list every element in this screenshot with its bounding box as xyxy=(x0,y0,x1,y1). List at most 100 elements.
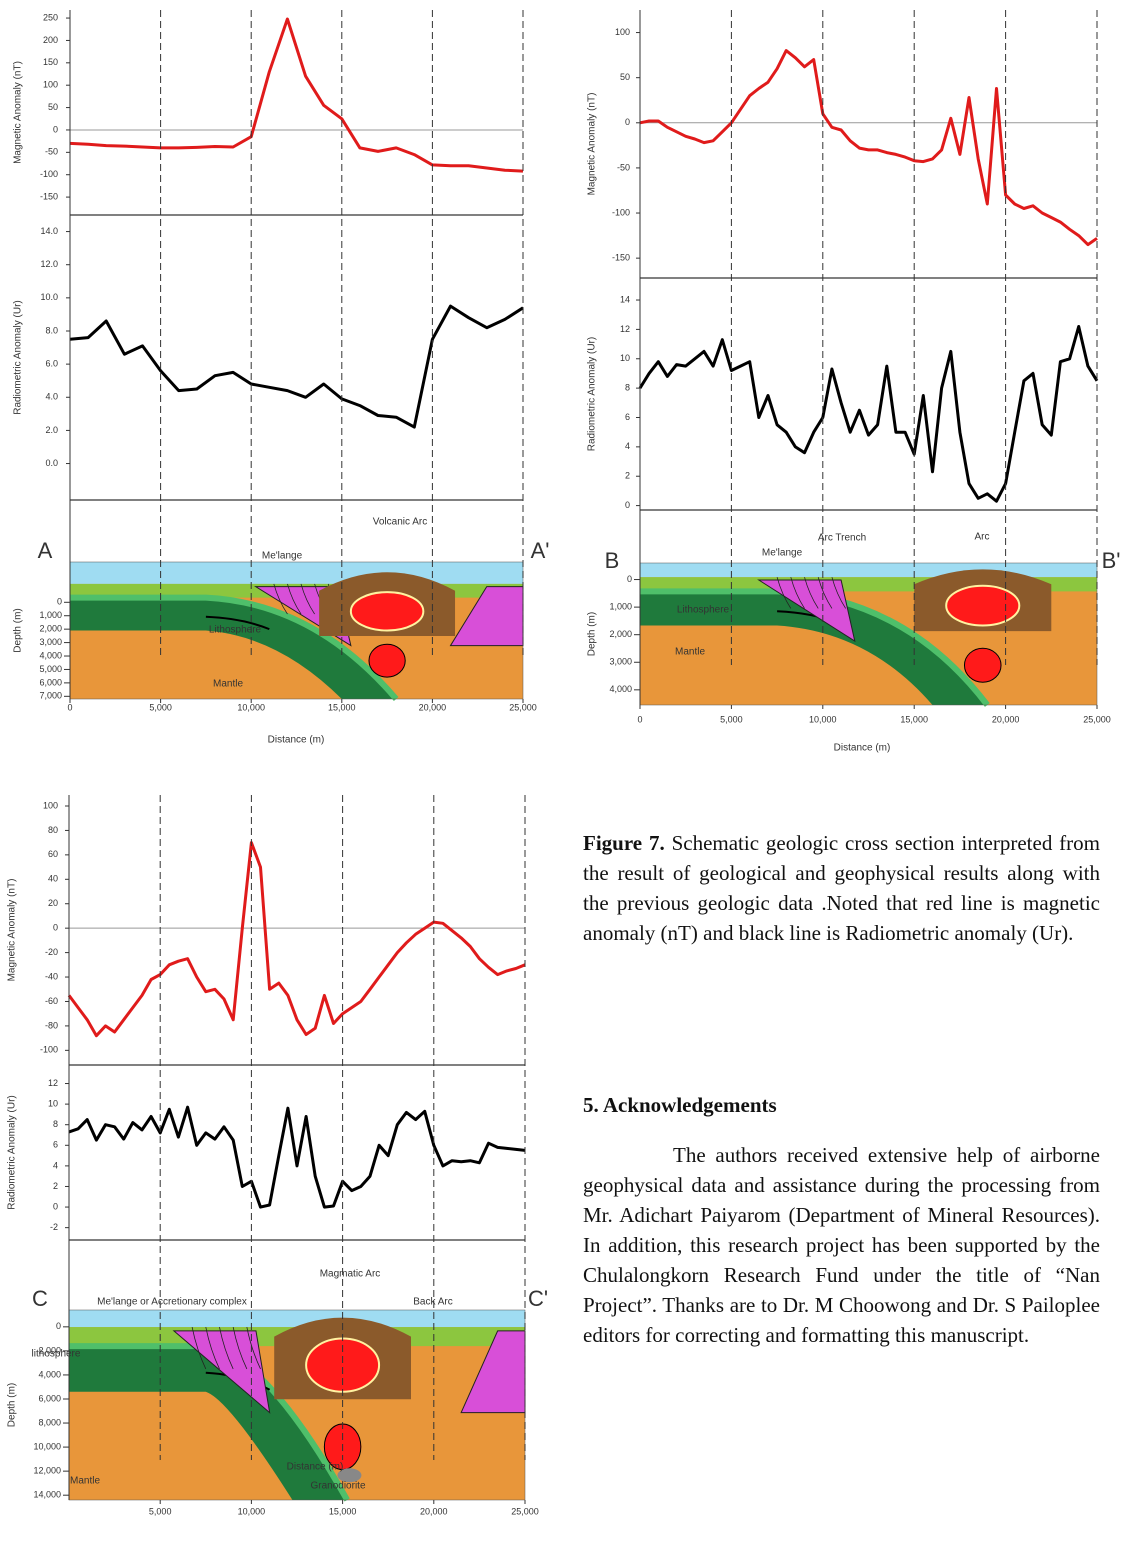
profile-end-label: B' xyxy=(1102,548,1121,573)
y-tick-label: -150 xyxy=(40,191,58,201)
magnetic-curve xyxy=(639,49,1098,247)
depth-tick-label: 2,000 xyxy=(39,624,62,634)
y-tick-label: 60 xyxy=(48,849,58,859)
radiometric-curve xyxy=(638,325,1099,503)
melange xyxy=(172,1330,271,1414)
section-annotation: Back Arc xyxy=(413,1297,452,1308)
section-annotation: Lithosphere xyxy=(677,605,730,616)
y-tick-label: 10 xyxy=(48,1098,58,1108)
depth-tick-label: 4,000 xyxy=(609,684,632,694)
melange-fault xyxy=(219,1327,234,1370)
x-axis-label: Distance (m) xyxy=(268,735,325,746)
y-tick-label: 100 xyxy=(43,800,58,810)
y-tick-label: -20 xyxy=(45,947,58,957)
section-annotation: Mantle xyxy=(675,647,705,658)
paragraph: The authors received extensive help of a… xyxy=(583,1143,1100,1347)
sea xyxy=(69,1310,525,1328)
subduction-arrow xyxy=(205,615,270,631)
y-axis-label: Magnetic Anomaly (nT) xyxy=(13,61,24,164)
melange-fault xyxy=(300,583,315,615)
x-tick-label: 20,000 xyxy=(420,1506,448,1516)
y-tick-label: 4 xyxy=(625,441,630,451)
depth-tick-label: 3,000 xyxy=(609,657,632,667)
melange-fault xyxy=(804,577,819,609)
caption: Figure 7. Schematic geologic cross secti… xyxy=(583,828,1100,948)
profile-start-label: B xyxy=(605,548,620,573)
depth-axis-label: Depth (m) xyxy=(13,608,24,652)
y-tick-label: 6.0 xyxy=(45,359,58,369)
y-tick-label: 150 xyxy=(43,57,58,67)
depth-tick-label: 2,000 xyxy=(609,629,632,639)
y-tick-label: 6 xyxy=(625,412,630,422)
y-tick-label: 2 xyxy=(625,471,630,481)
radiometric-curve xyxy=(68,1105,526,1209)
depth-tick-label: 14,000 xyxy=(33,1490,61,1500)
depth-tick-label: 8,000 xyxy=(38,1417,61,1427)
melange-fault xyxy=(273,583,288,615)
sea xyxy=(70,562,523,584)
y-axis-label: Magnetic Anomaly (nT) xyxy=(587,93,598,196)
y-tick-label: 10 xyxy=(620,353,630,363)
x-tick-label: 15,000 xyxy=(329,1506,357,1516)
panel: 0 1,000 2,000 3,000 4,000 Depth (m) Arc Trench… xyxy=(587,10,1121,754)
y-axis-label: Magnetic Anomaly (nT) xyxy=(7,879,18,982)
section-annotation: Granodiorite xyxy=(310,1481,365,1492)
lithosphere-slab xyxy=(640,591,988,705)
depth-axis-label: Depth (m) xyxy=(7,1383,18,1427)
profile-start-label: C xyxy=(32,1286,48,1311)
x-tick-label: 5,000 xyxy=(149,702,172,712)
melange-fault xyxy=(790,577,805,609)
y-tick-label: -40 xyxy=(45,971,58,981)
pluton xyxy=(963,647,1002,683)
magnetic-curve xyxy=(69,17,524,173)
melange-fault xyxy=(287,583,302,615)
x-tick-label: 0 xyxy=(67,702,72,712)
y-tick-label: 4.0 xyxy=(45,392,58,402)
y-tick-label: 8 xyxy=(53,1119,58,1129)
melange xyxy=(757,579,856,643)
y-tick-label: 6 xyxy=(53,1140,58,1150)
section-annotation: Mantle xyxy=(70,1476,100,1487)
profile-end-label: A' xyxy=(531,538,550,563)
x-tick-label: 0 xyxy=(637,714,642,724)
radiometric-curve xyxy=(69,304,524,429)
y-tick-label: 12.0 xyxy=(40,259,58,269)
section-annotation: Arc xyxy=(975,532,990,543)
depth-tick-label: 12,000 xyxy=(33,1466,61,1476)
section-annotation: Arc Trench xyxy=(818,533,866,544)
y-tick-label: 0 xyxy=(53,923,58,933)
y-tick-label: 50 xyxy=(620,72,630,82)
y-tick-label: 0 xyxy=(625,117,630,127)
profile-start-label: A xyxy=(38,538,53,563)
depth-tick-label: 7,000 xyxy=(39,691,62,701)
y-tick-label: -50 xyxy=(45,147,58,157)
x-tick-label: 25,000 xyxy=(1083,714,1111,724)
section-annotation: Me'lange xyxy=(762,548,803,559)
melange-fault xyxy=(246,1327,261,1370)
y-tick-label: -150 xyxy=(612,253,630,263)
y-axis-label: Radiometric Anomaly (Ur) xyxy=(587,337,598,451)
depth-tick-label: 1,000 xyxy=(39,610,62,620)
x-axis-label: Distance (m) xyxy=(287,1462,344,1473)
magnetic-curve xyxy=(67,841,526,1038)
x-tick-label: 10,000 xyxy=(238,1506,266,1516)
y-tick-label: 14.0 xyxy=(40,226,58,236)
x-tick-label: 5,000 xyxy=(720,714,743,724)
magma-chamber xyxy=(349,591,425,632)
melange-fault xyxy=(191,1327,207,1370)
lithosphere-slab xyxy=(70,597,397,699)
y-tick-label: 0 xyxy=(625,500,630,510)
depth-tick-label: 0 xyxy=(627,574,632,584)
section-annotation: Lithosphere xyxy=(209,625,262,636)
section-annotation: lithosphere xyxy=(32,1349,81,1360)
section-annotation: Me'lange xyxy=(262,551,303,562)
y-tick-label: 250 xyxy=(43,12,58,22)
profile-end-label: C' xyxy=(528,1286,548,1311)
y-tick-label: 2 xyxy=(53,1181,58,1191)
lithosphere-slab xyxy=(69,1346,348,1500)
x-axis-label: Distance (m) xyxy=(834,743,891,754)
x-tick-label: 5,000 xyxy=(149,1506,172,1516)
y-tick-label: 20 xyxy=(48,898,58,908)
depth-tick-label: 4,000 xyxy=(39,650,62,660)
